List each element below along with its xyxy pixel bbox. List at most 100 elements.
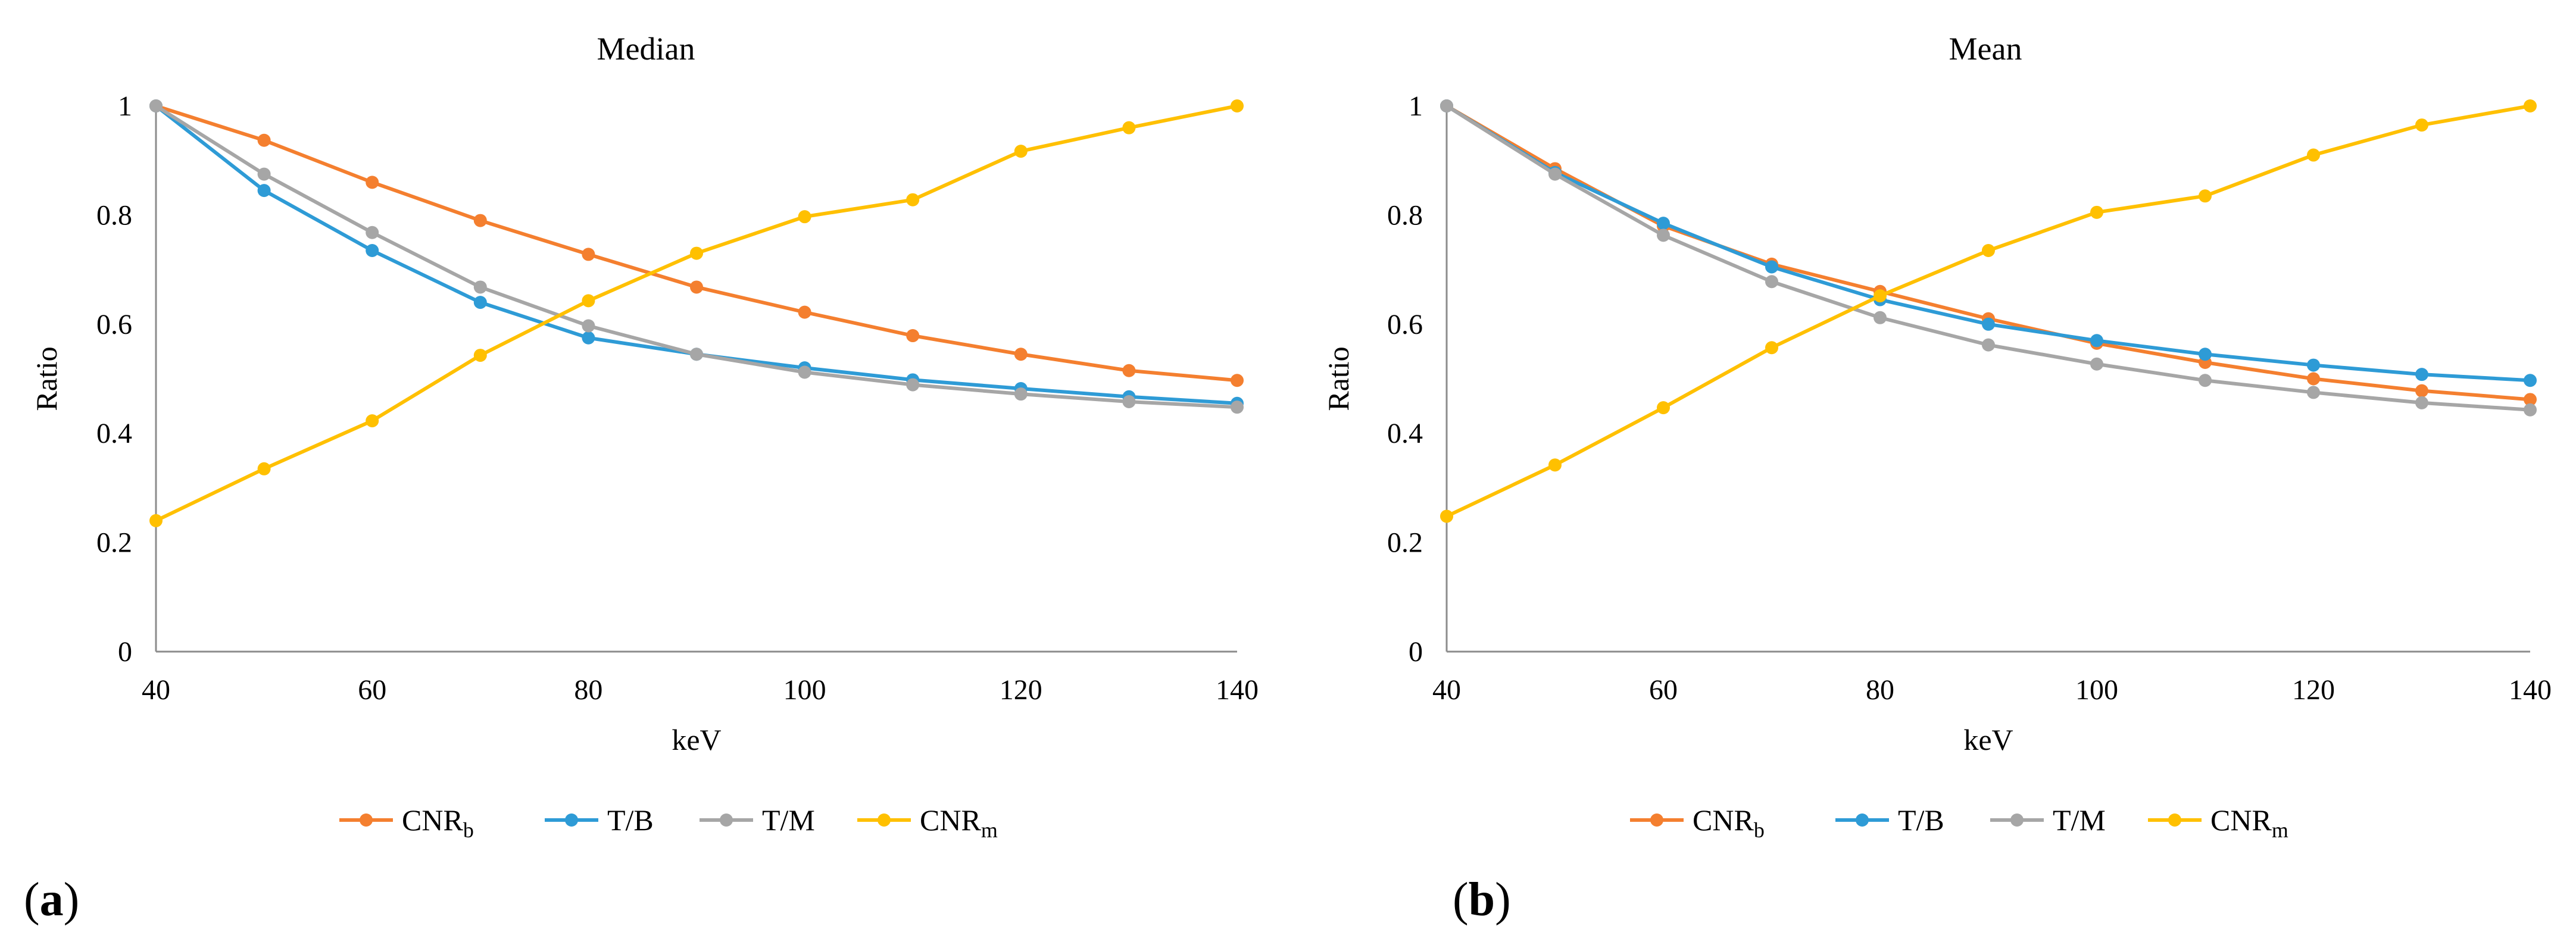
data-point-cnrm <box>582 294 595 308</box>
data-point-cnrm <box>1440 509 1453 523</box>
y-tick-label: 0 <box>1409 636 1423 668</box>
data-point-tm <box>473 280 487 294</box>
legend-label-tb: T/B <box>1898 803 1944 837</box>
data-point-tm <box>690 348 703 361</box>
series-line-tm <box>1445 104 2532 412</box>
data-point-tm <box>798 365 811 379</box>
data-point-tm <box>1014 387 1028 401</box>
data-point-tb <box>2415 368 2428 381</box>
chart-title: Median <box>597 31 695 67</box>
chart-title: Mean <box>1949 31 2022 67</box>
series-line-cnrm <box>154 104 1239 522</box>
x-tick-label: 40 <box>1432 674 1461 706</box>
panel-label: (a) <box>24 874 79 926</box>
data-point-cnrm <box>149 514 163 527</box>
y-tick-label: 0.2 <box>96 527 132 559</box>
data-point-cnrm <box>366 414 379 428</box>
data-point-tm <box>906 378 920 392</box>
y-tick-label: 0.8 <box>1387 199 1423 231</box>
data-point-cnrb <box>257 133 271 147</box>
data-point-cnrm <box>1982 244 1995 258</box>
data-point-tm <box>2524 403 2537 417</box>
y-tick-label: 0.8 <box>96 199 132 231</box>
data-point-tm <box>2090 357 2103 371</box>
data-point-tm <box>2307 386 2320 399</box>
data-point-cnrb <box>906 329 920 343</box>
legend-label-cnrm: CNRm <box>2210 803 2288 842</box>
series-line-cnrb <box>154 104 1239 383</box>
data-point-cnrb <box>1014 348 1028 361</box>
data-point-tm <box>1657 229 1670 242</box>
data-point-tb <box>2199 348 2212 361</box>
x-tick-label: 100 <box>783 674 826 706</box>
data-point-cnrm <box>1231 99 1244 112</box>
data-point-tm <box>1231 400 1244 414</box>
data-point-cnrm <box>2199 189 2212 203</box>
legend-label-tb: T/B <box>607 803 654 837</box>
legend-label-cnrb: CNRb <box>402 803 474 842</box>
data-point-tb <box>2524 374 2537 387</box>
data-point-tb <box>257 184 271 198</box>
data-point-tm <box>2415 396 2428 409</box>
data-point-cnrm <box>798 210 811 224</box>
x-tick-label: 80 <box>1866 674 1894 706</box>
data-point-cnrb <box>473 214 487 227</box>
data-point-tb <box>473 296 487 309</box>
data-point-tm <box>1874 311 1887 324</box>
data-point-cnrm <box>906 193 920 206</box>
data-point-cnrm <box>1874 289 1887 303</box>
data-point-tm <box>582 319 595 333</box>
data-point-tm <box>1440 99 1453 112</box>
data-point-cnrm <box>1014 145 1028 158</box>
x-tick-label: 140 <box>2509 674 2552 706</box>
data-point-cnrb <box>690 280 703 294</box>
y-tick-label: 0.4 <box>1387 418 1423 449</box>
data-point-tm <box>1122 395 1136 409</box>
y-tick-label: 1 <box>118 90 132 122</box>
y-tick-label: 0.6 <box>96 309 132 340</box>
y-axis-label: Ratio <box>30 346 63 411</box>
data-point-cnrm <box>1765 341 1778 355</box>
data-point-cnrb <box>582 248 595 261</box>
data-point-tb <box>1765 260 1778 274</box>
x-tick-label: 60 <box>358 674 386 706</box>
data-point-tm <box>1765 275 1778 289</box>
y-tick-label: 0.2 <box>1387 527 1423 559</box>
x-tick-label: 120 <box>2292 674 2335 706</box>
legend-label-tm: T/M <box>762 803 815 837</box>
x-tick-label: 100 <box>2075 674 2118 706</box>
x-tick-label: 80 <box>574 674 602 706</box>
x-axis-label: keV <box>1963 723 2013 756</box>
legend-marker-cnrm <box>878 813 891 827</box>
data-point-tb <box>582 331 595 345</box>
y-axis-label: Ratio <box>1322 346 1355 411</box>
data-point-cnrm <box>2524 99 2537 112</box>
data-point-tb <box>1982 317 1995 331</box>
data-point-tb <box>1657 217 1670 230</box>
data-point-cnrb <box>1231 374 1244 387</box>
data-point-tm <box>257 167 271 181</box>
data-point-cnrm <box>473 349 487 362</box>
data-point-cnrm <box>1657 401 1670 415</box>
data-point-cnrb <box>798 305 811 319</box>
data-point-cnrb <box>2415 384 2428 398</box>
y-tick-label: 0.4 <box>96 418 132 449</box>
panel-label: (b) <box>1453 874 1511 926</box>
legend-label-cnrm: CNRm <box>920 803 998 842</box>
x-tick-label: 140 <box>1216 674 1259 706</box>
data-point-cnrb <box>2524 393 2537 406</box>
legend-marker-cnrb <box>360 813 373 827</box>
data-point-tm <box>366 226 379 239</box>
data-point-cnrm <box>1122 121 1136 134</box>
y-tick-label: 0 <box>118 636 132 668</box>
data-point-cnrb <box>2307 372 2320 386</box>
y-tick-label: 0.6 <box>1387 309 1423 340</box>
legend-label-tm: T/M <box>2053 803 2106 837</box>
data-point-tb <box>366 244 379 258</box>
x-tick-label: 60 <box>1649 674 1678 706</box>
data-point-tb <box>2090 334 2103 348</box>
data-point-tm <box>2199 374 2212 387</box>
